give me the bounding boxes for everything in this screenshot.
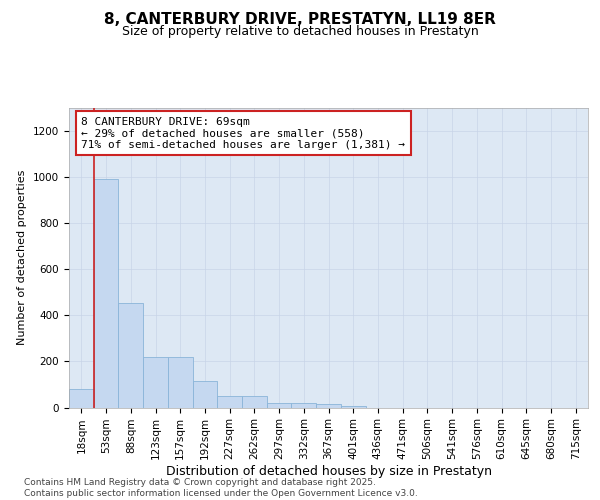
- Text: Contains HM Land Registry data © Crown copyright and database right 2025.
Contai: Contains HM Land Registry data © Crown c…: [24, 478, 418, 498]
- Bar: [143, 356, 168, 408]
- Bar: [316, 404, 341, 407]
- Bar: [69, 389, 94, 407]
- Text: Size of property relative to detached houses in Prestatyn: Size of property relative to detached ho…: [122, 25, 478, 38]
- Bar: [267, 403, 292, 407]
- Bar: [94, 179, 118, 408]
- Bar: [341, 406, 365, 408]
- Bar: [242, 396, 267, 407]
- Bar: [193, 381, 217, 407]
- Bar: [118, 302, 143, 408]
- Bar: [292, 403, 316, 407]
- Text: 8 CANTERBURY DRIVE: 69sqm
← 29% of detached houses are smaller (558)
71% of semi: 8 CANTERBURY DRIVE: 69sqm ← 29% of detac…: [82, 116, 406, 150]
- Text: 8, CANTERBURY DRIVE, PRESTATYN, LL19 8ER: 8, CANTERBURY DRIVE, PRESTATYN, LL19 8ER: [104, 12, 496, 28]
- X-axis label: Distribution of detached houses by size in Prestatyn: Distribution of detached houses by size …: [166, 465, 491, 478]
- Y-axis label: Number of detached properties: Number of detached properties: [17, 170, 28, 345]
- Bar: [217, 396, 242, 407]
- Bar: [168, 356, 193, 408]
